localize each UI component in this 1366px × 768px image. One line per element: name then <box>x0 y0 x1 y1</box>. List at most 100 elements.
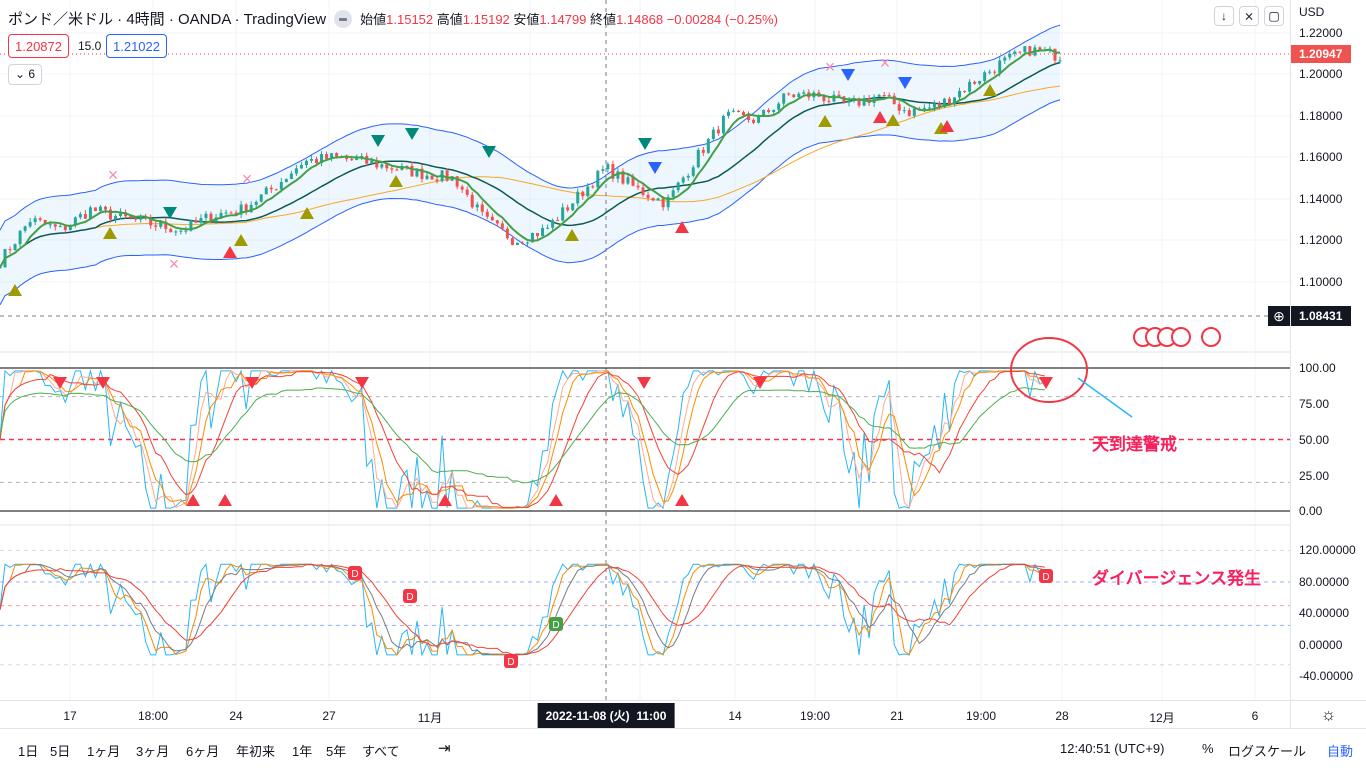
candle <box>591 186 595 188</box>
osc-top-marker <box>96 377 110 389</box>
candle <box>450 176 454 181</box>
candle <box>636 185 640 188</box>
candle <box>596 170 600 188</box>
spread: 15.0 <box>78 39 102 53</box>
candle <box>159 221 163 227</box>
osc-slow-line <box>0 370 1045 509</box>
lower-slow-line <box>0 563 1045 656</box>
range-1m[interactable]: 1ヶ月 <box>87 744 121 759</box>
chart-canvas[interactable]: × × × × × D D D D D <box>0 0 1290 700</box>
candle <box>571 203 575 211</box>
percent-toggle[interactable]: % <box>1202 741 1214 756</box>
range-all[interactable]: すべて <box>362 744 400 759</box>
candle <box>119 212 123 216</box>
candle <box>887 95 891 97</box>
bollinger-lower <box>0 99 1061 306</box>
clock[interactable]: 12:40:51 (UTC+9) <box>1060 741 1165 756</box>
candle <box>83 214 87 219</box>
range-ytd[interactable]: 年初来 <box>236 744 276 759</box>
candle <box>109 209 113 220</box>
ma-20-line <box>0 61 1061 268</box>
candle <box>802 92 806 94</box>
candle <box>164 221 168 229</box>
add-alert-icon[interactable]: ⊕ <box>1268 306 1290 326</box>
sell-price-button[interactable]: 1.20872 <box>8 34 69 58</box>
candle <box>410 165 414 177</box>
candle <box>425 175 429 179</box>
candle <box>1028 46 1032 56</box>
candle <box>922 107 926 110</box>
candle <box>1018 51 1022 53</box>
chart-header: ポンド／米ドル · 4時間 · OANDA · TradingView 始値1.… <box>8 8 778 29</box>
arrow-down-icon[interactable]: ↓ <box>1214 6 1234 26</box>
candle <box>254 201 258 205</box>
candle <box>927 107 931 109</box>
candle <box>264 187 268 195</box>
annotation-divergence: ダイバージェンス発生 <box>1092 569 1261 588</box>
candle <box>350 159 354 161</box>
candle <box>154 225 158 227</box>
candle <box>189 220 193 231</box>
symbol-title[interactable]: ポンド／米ドル · 4時間 · OANDA · TradingView <box>8 11 327 28</box>
candle <box>490 216 494 221</box>
candle <box>73 217 77 226</box>
collapse-icon[interactable] <box>334 9 353 28</box>
goto-date-icon[interactable]: ⇥ <box>438 740 451 757</box>
buy-signal-triangle <box>983 84 997 96</box>
candle <box>53 224 57 227</box>
collapse-pane-icon[interactable]: ⨯ <box>1239 6 1259 26</box>
candle <box>576 191 580 204</box>
sell-signal-triangle <box>638 138 652 150</box>
candle <box>93 207 97 212</box>
candle <box>681 177 685 183</box>
time-axis[interactable]: 17 18:00 24 27 11月 14 19:00 21 19:00 28 … <box>0 700 1290 728</box>
candle <box>973 81 977 84</box>
fast-ma-line <box>0 48 1061 268</box>
candle <box>1058 60 1062 62</box>
range-6m[interactable]: 6ヶ月 <box>186 744 220 759</box>
candle <box>134 217 138 220</box>
candle <box>18 230 22 245</box>
candle <box>626 177 630 184</box>
settings-gear-icon[interactable]: ☼ <box>1290 700 1366 728</box>
range-1y[interactable]: 1年 <box>292 744 313 759</box>
candle <box>706 139 710 153</box>
candle <box>757 116 761 123</box>
range-1d[interactable]: 1日 <box>18 744 39 759</box>
candle <box>953 97 957 105</box>
log-scale-toggle[interactable]: ログスケール <box>1228 744 1307 759</box>
candle <box>631 177 635 186</box>
candle <box>1023 46 1027 53</box>
divergence-badge-label: D <box>552 620 559 631</box>
candle <box>415 168 419 177</box>
range-5y[interactable]: 5年 <box>326 744 347 759</box>
candle <box>736 110 740 112</box>
candle <box>299 165 303 169</box>
candle <box>988 71 992 73</box>
candle <box>912 108 916 116</box>
candle <box>375 160 379 168</box>
price-axis[interactable]: USD 1.22000 1.20000 1.18000 1.16000 1.14… <box>1290 0 1366 700</box>
indicators-toggle[interactable]: ⌄ 6 <box>8 64 43 85</box>
auto-scale-toggle[interactable]: 自動 <box>1327 744 1354 759</box>
candle <box>234 212 238 215</box>
candle <box>309 159 313 161</box>
sell-signal-triangle <box>898 77 912 89</box>
osc-top-marker <box>355 377 369 389</box>
candle <box>244 204 248 213</box>
candle <box>1038 47 1042 51</box>
currency-selector[interactable]: USD <box>1299 5 1325 19</box>
candle <box>772 109 776 112</box>
range-3m[interactable]: 3ヶ月 <box>136 744 170 759</box>
candle <box>149 217 153 226</box>
candle <box>902 110 906 112</box>
candle <box>229 212 233 214</box>
buy-price-button[interactable]: 1.21022 <box>106 34 167 58</box>
candle <box>862 98 866 106</box>
candle <box>701 149 705 153</box>
candle <box>606 164 610 170</box>
candle <box>485 211 489 217</box>
range-5d[interactable]: 5日 <box>50 744 71 759</box>
cross-marker: × <box>108 165 119 185</box>
maximize-icon[interactable]: ▢ <box>1264 6 1284 26</box>
